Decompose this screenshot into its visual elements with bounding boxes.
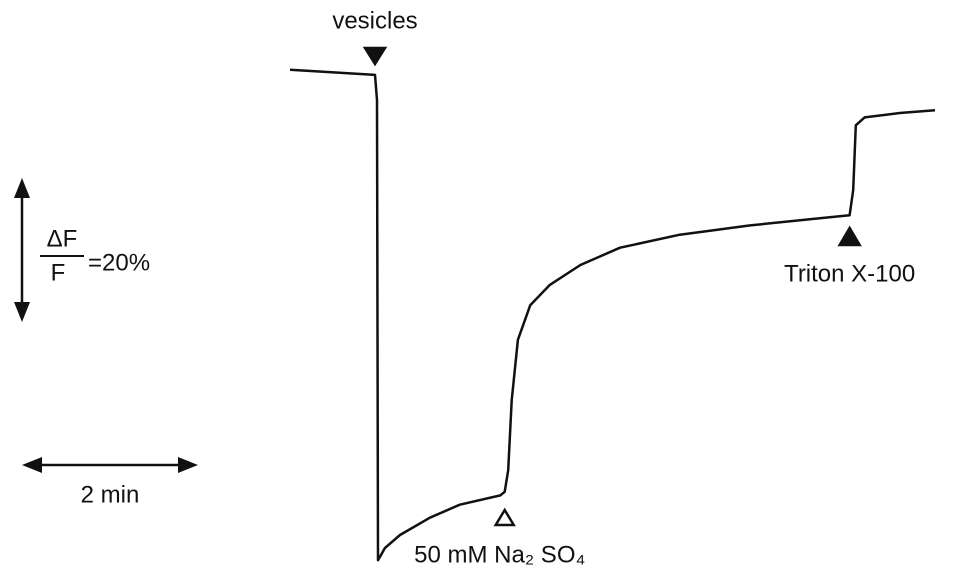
trace [289,68,936,562]
annotation-label: vesicles [332,7,417,34]
annotation-label: Triton X-100 [784,260,915,287]
annotation-label: 50 mM Na₂ SO₄ [414,541,585,568]
scale-denominator: F [51,259,66,286]
arrowhead [177,457,198,473]
arrowhead [14,178,30,198]
annotation-marker [493,507,516,527]
scale-label-y: =20% [88,249,150,276]
annotation-marker [837,225,862,247]
arrowhead [22,457,42,473]
scale-label-x: 2 min [81,481,140,508]
arrowhead [14,302,30,322]
annotation-marker [362,46,388,67]
scale-numerator: ΔF [47,225,78,252]
